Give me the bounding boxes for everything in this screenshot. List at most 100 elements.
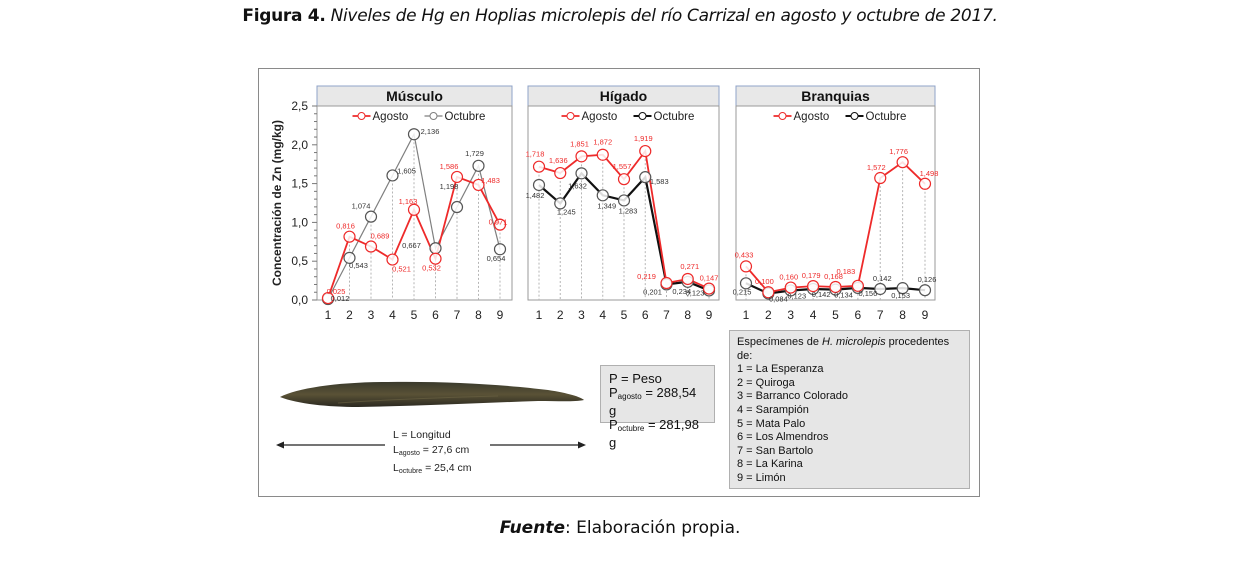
data-label-agosto: 1,636 <box>549 156 568 165</box>
data-point-agosto <box>493 218 507 231</box>
data-label-octubre: 1,283 <box>619 206 638 215</box>
longitud-octubre: Loctubre = 25,4 cm <box>393 462 472 475</box>
data-point-octubre <box>617 194 631 207</box>
data-point-agosto <box>386 253 399 266</box>
data-point-agosto <box>639 144 652 158</box>
source-label: Fuente <box>499 518 565 538</box>
data-label-agosto: 0,147 <box>700 274 719 283</box>
data-point-agosto <box>343 230 356 243</box>
species-item: 4 = Sarampión <box>737 403 809 416</box>
species-item: 1 = La Esperanza <box>737 363 824 376</box>
x-tick-label: 4 <box>389 308 396 322</box>
x-tick-label: 6 <box>432 308 439 322</box>
data-label-octubre: 1,605 <box>397 166 416 175</box>
data-label-octubre: 0,142 <box>873 274 892 283</box>
arrow-head-right <box>578 441 586 449</box>
data-point-agosto <box>896 156 909 169</box>
peso-box: P = Peso Pagosto = 288,54 g Poctubre = 2… <box>600 365 715 450</box>
data-point-octubre <box>407 128 421 141</box>
data-label-agosto: 0,025 <box>327 287 346 296</box>
data-point-agosto <box>918 177 932 190</box>
species-item: 8 = La Karina <box>737 458 803 471</box>
x-tick-label: 9 <box>497 308 504 322</box>
data-point-agosto <box>807 280 820 293</box>
x-tick-label: 5 <box>621 308 628 322</box>
source-text: : Elaboración propia. <box>564 518 741 538</box>
data-point-agosto <box>321 291 335 305</box>
y-tick-label: 0,0 <box>291 293 308 307</box>
data-label-agosto: 0,433 <box>735 250 754 259</box>
data-point-agosto <box>532 160 546 173</box>
x-tick-label: 9 <box>922 308 929 322</box>
data-label-octubre: 0,543 <box>349 261 368 270</box>
figure-caption: Figura 4. Niveles de Hg en Hoplias micro… <box>0 6 1240 26</box>
x-tick-label: 8 <box>475 308 482 322</box>
data-label-agosto: 0,271 <box>680 262 699 271</box>
longitud-title: L = Longitud <box>393 429 451 441</box>
data-label-agosto: 0,532 <box>422 264 441 273</box>
data-label-octubre: 0,234 <box>672 287 691 296</box>
legend-label-agosto: Agosto <box>373 111 409 123</box>
data-label-agosto: 1,557 <box>613 162 632 171</box>
x-tick-label: 5 <box>832 308 839 322</box>
x-tick-label: 7 <box>454 308 461 322</box>
data-label-agosto: 0,521 <box>392 265 411 274</box>
data-point-octubre <box>343 251 356 264</box>
data-label-octubre: 0,153 <box>891 291 910 300</box>
data-label-agosto: 1,851 <box>570 139 589 148</box>
data-label-agosto: 0,219 <box>637 272 656 281</box>
data-point-agosto <box>702 282 716 295</box>
data-label-agosto: 0,160 <box>779 273 798 282</box>
data-label-octubre: 0,084 <box>769 294 788 303</box>
legend-marker-agosto <box>357 112 366 120</box>
x-tick-label: 8 <box>899 308 906 322</box>
data-label-agosto: 1,872 <box>593 138 612 147</box>
x-tick-label: 7 <box>663 308 670 322</box>
data-point-agosto <box>554 166 567 180</box>
data-label-octubre: 1,245 <box>557 207 576 216</box>
x-tick-label: 9 <box>706 308 713 322</box>
data-point-octubre <box>493 243 507 256</box>
data-point-agosto <box>851 279 864 292</box>
data-point-octubre <box>918 284 932 297</box>
data-point-octubre <box>386 169 399 182</box>
data-label-agosto: 1,776 <box>889 147 908 156</box>
y-tick-label: 0,5 <box>291 254 308 268</box>
data-label-octubre: 1,729 <box>465 149 484 158</box>
x-tick-label: 4 <box>810 308 817 322</box>
x-tick-label: 1 <box>743 308 750 322</box>
data-label-octubre: 1,482 <box>526 191 545 200</box>
data-point-octubre <box>575 167 588 180</box>
legend-marker-agosto <box>566 112 575 120</box>
x-tick-label: 3 <box>578 308 585 322</box>
data-label-octubre: 1,349 <box>597 201 616 210</box>
data-label-octubre: 0,123 <box>686 288 705 297</box>
species-legend-box: Especímenes de H. microlepis procedentes… <box>729 330 970 489</box>
x-tick-label: 3 <box>368 308 375 322</box>
data-point-agosto <box>575 150 588 163</box>
data-label-octubre: 1,583 <box>650 177 669 186</box>
legend-marker-octubre <box>850 112 859 120</box>
data-point-octubre <box>532 178 546 192</box>
data-point-agosto <box>429 252 442 265</box>
y-tick-label: 2,5 <box>291 99 308 113</box>
longitud-agosto: Lagosto = 27,6 cm <box>393 444 470 457</box>
data-label-octubre: 2,136 <box>421 127 440 136</box>
source-caption: Fuente: Elaboración propia. <box>0 518 1240 538</box>
data-label-octubre: 0,126 <box>918 275 937 284</box>
data-point-octubre <box>739 277 753 290</box>
legend-marker-agosto <box>778 112 787 120</box>
y-tick-label: 1,0 <box>291 215 308 229</box>
data-label-octubre: 0,142 <box>812 290 831 299</box>
figure-title: Niveles de Hg en Hoplias microlepis del … <box>330 6 998 26</box>
plot-area <box>735 105 936 301</box>
data-point-octubre <box>896 282 909 295</box>
data-label-agosto: 0,168 <box>824 272 843 281</box>
x-tick-label: 1 <box>536 308 543 322</box>
longitud-label: L = Longitud Lagosto = 27,6 cm Loctubre … <box>393 428 472 479</box>
x-tick-label: 5 <box>411 308 418 322</box>
data-point-octubre <box>450 200 464 214</box>
legend-label-octubre: Octubre <box>654 111 695 123</box>
x-tick-label: 8 <box>684 308 691 322</box>
